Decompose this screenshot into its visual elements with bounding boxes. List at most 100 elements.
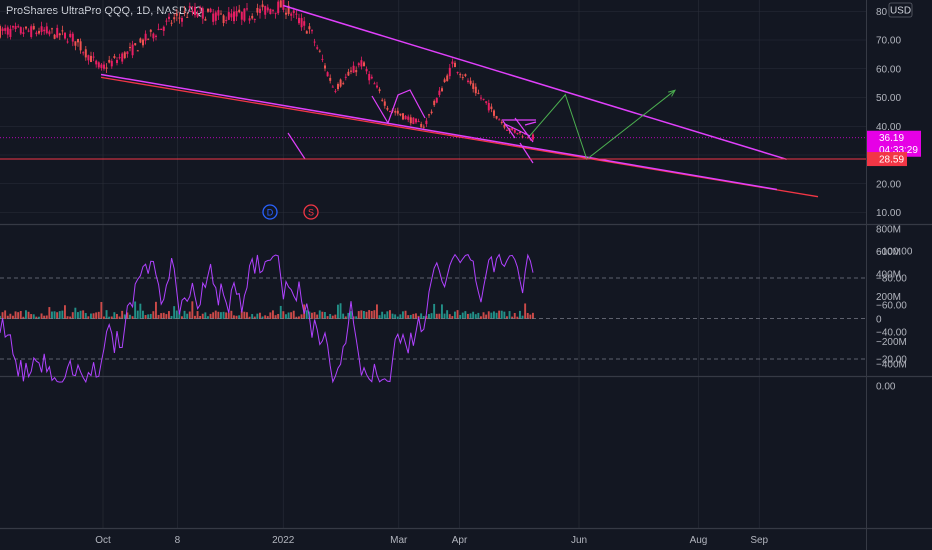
volume-bar	[134, 301, 137, 319]
volume-bar	[126, 312, 129, 319]
candle-body	[82, 52, 85, 54]
time-axis-label: Apr	[452, 535, 468, 546]
candle-body	[480, 97, 482, 99]
volume-bar	[17, 312, 20, 319]
candle-body	[472, 83, 475, 89]
volume-bar	[415, 313, 417, 319]
candle-body	[326, 72, 329, 77]
volume-bar	[240, 310, 243, 319]
volume-bar	[69, 316, 72, 319]
volume-bar	[217, 311, 220, 319]
candle-body	[214, 12, 217, 21]
candle-body	[183, 11, 186, 13]
volume-bar	[0, 315, 1, 319]
candle-body	[144, 33, 147, 41]
candle-body	[417, 121, 420, 123]
candle-body	[100, 64, 103, 68]
candle-body	[155, 35, 157, 37]
volume-bar	[469, 313, 472, 319]
volume-bar	[464, 311, 467, 319]
candle-body	[233, 11, 235, 22]
candle-body	[235, 11, 238, 17]
volume-bar	[243, 311, 246, 319]
candle-body	[246, 8, 248, 10]
candle-body	[196, 13, 199, 17]
volume-bar	[131, 316, 134, 319]
volume-bar	[246, 312, 248, 319]
level-price-label: 28.59	[879, 155, 904, 166]
volume-bar	[256, 313, 259, 319]
oscillator-axis-label: −60.00	[876, 301, 907, 312]
candle-body	[240, 11, 243, 20]
volume-bar	[474, 314, 477, 319]
candle-body	[9, 28, 12, 37]
candle-body	[344, 76, 347, 78]
candle-body	[311, 30, 313, 32]
candle-body	[56, 27, 59, 38]
oscillator-axis-label: 0.00	[876, 382, 896, 393]
candle-body	[300, 18, 303, 28]
volume-bar	[352, 316, 355, 319]
volume-bar	[22, 316, 25, 319]
candle-body	[313, 41, 316, 43]
volume-bar	[142, 310, 144, 319]
volume-bar	[506, 316, 508, 319]
volume-bar	[136, 310, 139, 319]
candle-body	[48, 31, 51, 35]
candle-body	[126, 51, 129, 55]
volume-bar	[168, 311, 170, 319]
candle-body	[477, 92, 480, 94]
volume-bar	[14, 311, 17, 319]
time-axis-label: 2022	[272, 535, 295, 546]
volume-bar	[331, 315, 334, 319]
candle-body	[149, 29, 152, 32]
candle-body	[259, 8, 261, 14]
volume-bar	[35, 316, 38, 319]
volume-bar	[290, 312, 293, 319]
candle-body	[266, 7, 269, 11]
volume-bar	[295, 316, 298, 319]
volume-bar	[181, 316, 183, 319]
volume-bar	[175, 310, 178, 319]
candle-body	[66, 41, 69, 43]
volume-bar	[383, 314, 386, 319]
candle-body	[95, 60, 98, 65]
pattern-sketch	[371, 89, 426, 125]
candle-body	[38, 30, 40, 34]
volume-bar	[277, 313, 280, 319]
candle-body	[118, 57, 121, 59]
volume-bar	[152, 311, 155, 319]
candle-body	[204, 18, 207, 21]
volume-bar	[326, 316, 329, 319]
volume-bar	[456, 310, 459, 319]
candle-body	[35, 32, 38, 35]
candle-body	[142, 39, 144, 46]
volume-bar	[461, 312, 464, 319]
candle-body	[321, 58, 324, 60]
candle-body	[87, 55, 90, 61]
volume-bar	[61, 310, 64, 319]
volume-bar	[191, 301, 194, 319]
volume-bar	[53, 311, 56, 319]
volume-bar	[451, 316, 454, 319]
volume-bar	[435, 313, 438, 319]
volume-bar	[376, 304, 378, 319]
candle-body	[209, 8, 212, 13]
volume-bar	[74, 307, 77, 319]
candle-body	[123, 52, 126, 59]
candle-body	[503, 124, 506, 128]
volume-bar	[529, 314, 532, 319]
candle-body	[92, 56, 95, 58]
volume-bar	[194, 315, 196, 319]
candle-body	[222, 15, 225, 24]
time-axis-label: Jun	[571, 535, 587, 546]
candle-body	[456, 71, 459, 73]
candle-body	[212, 13, 215, 22]
candle-body	[519, 132, 521, 134]
candle-body	[165, 20, 168, 22]
candle-body	[399, 113, 402, 116]
volume-bar	[433, 303, 436, 319]
candle-body	[443, 79, 446, 83]
pattern-sketch	[519, 142, 534, 164]
